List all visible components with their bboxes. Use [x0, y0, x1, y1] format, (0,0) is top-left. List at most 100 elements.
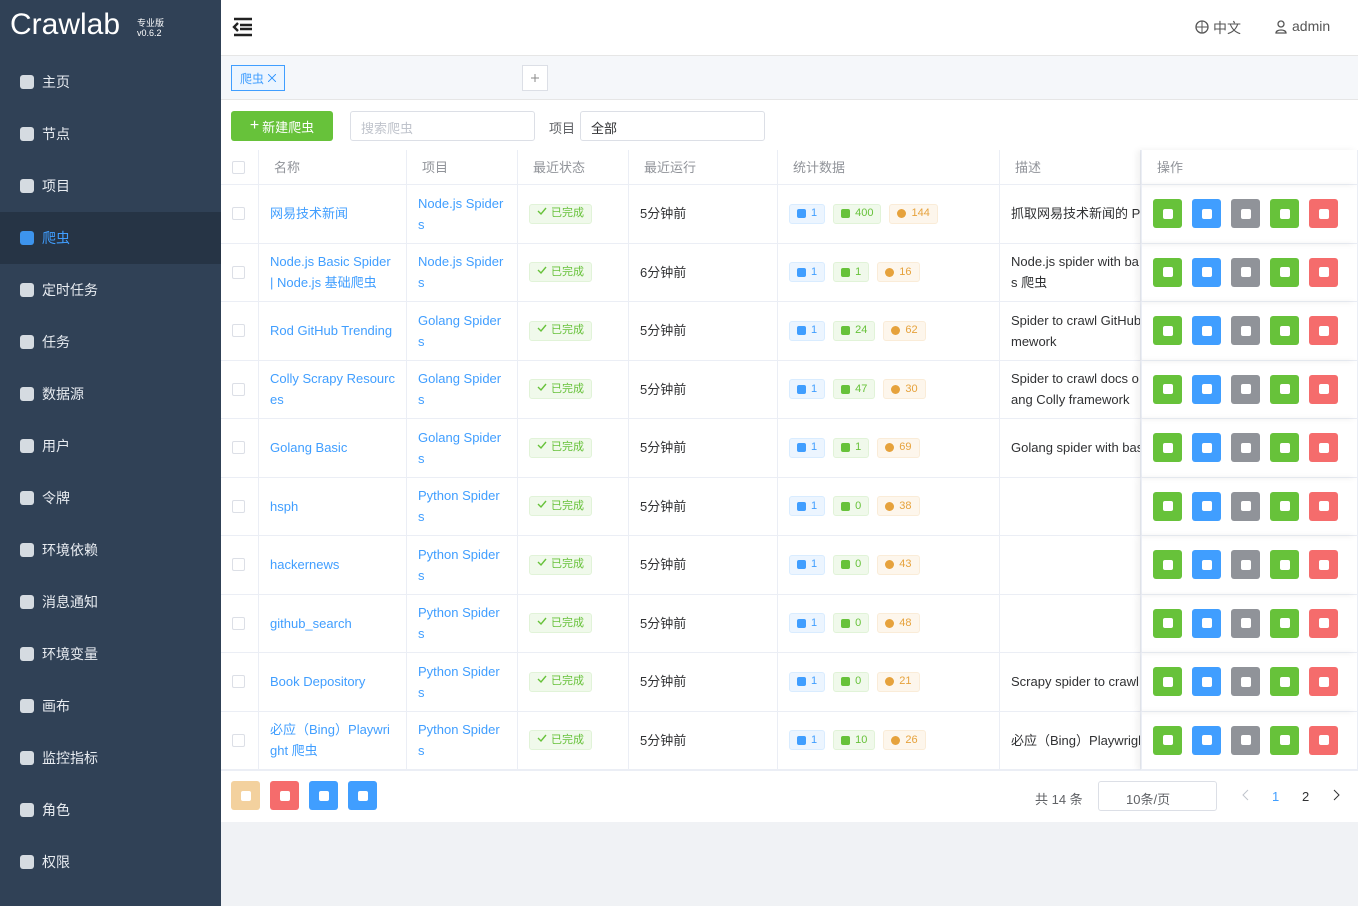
- checkbox[interactable]: [232, 733, 245, 747]
- menu-item[interactable]: 环境变量: [0, 628, 221, 680]
- action-button[interactable]: [1192, 199, 1221, 228]
- menu-item[interactable]: 定时任务: [0, 264, 221, 316]
- action-button[interactable]: [1192, 667, 1221, 696]
- action-button[interactable]: [1309, 199, 1338, 228]
- action-button[interactable]: [1309, 667, 1338, 696]
- spider-name[interactable]: 网易技术新闻: [270, 206, 349, 222]
- action-button[interactable]: [1270, 316, 1299, 345]
- action-button[interactable]: [1309, 550, 1338, 579]
- spider-name[interactable]: Rod GitHub Trending: [270, 323, 393, 339]
- menu-item[interactable]: 主页: [0, 56, 221, 108]
- search-input[interactable]: 搜索爬虫: [350, 111, 535, 141]
- checkbox[interactable]: [232, 441, 245, 455]
- project-select[interactable]: 全部: [580, 111, 765, 141]
- action-button[interactable]: [1192, 316, 1221, 345]
- menu-item[interactable]: 用户: [0, 420, 221, 472]
- action-button[interactable]: [1309, 257, 1338, 287]
- action-button[interactable]: [1231, 491, 1260, 521]
- bulk-button[interactable]: [231, 781, 260, 810]
- page-number[interactable]: 1: [1272, 789, 1280, 804]
- project-name[interactable]: Golang Spiders: [418, 429, 502, 466]
- action-button[interactable]: [1231, 725, 1260, 755]
- action-button[interactable]: [1270, 491, 1299, 521]
- action-button[interactable]: [1270, 725, 1299, 755]
- action-button[interactable]: [1192, 433, 1221, 462]
- menu-item[interactable]: 监控指标: [0, 732, 221, 784]
- checkbox[interactable]: [232, 382, 245, 396]
- spider-name[interactable]: github_search: [270, 615, 352, 631]
- action-button[interactable]: [1270, 199, 1299, 228]
- checkbox[interactable]: [232, 324, 245, 338]
- action-button[interactable]: [1153, 316, 1182, 345]
- action-button[interactable]: [1153, 433, 1182, 462]
- action-button[interactable]: [1153, 374, 1182, 404]
- action-button[interactable]: [1231, 550, 1260, 579]
- menu-item[interactable]: 节点: [0, 108, 221, 160]
- action-button[interactable]: [1231, 374, 1260, 404]
- menu-item[interactable]: 数据源: [0, 368, 221, 420]
- checkbox[interactable]: [232, 675, 245, 689]
- checkbox[interactable]: [232, 558, 245, 572]
- add-tab[interactable]: [522, 65, 548, 91]
- new-spider-button[interactable]: + 新建爬虫: [231, 111, 333, 141]
- tab-close[interactable]: [268, 74, 277, 82]
- menu-item[interactable]: 爬虫: [0, 212, 221, 264]
- menu-item[interactable]: 令牌: [0, 472, 221, 524]
- action-button[interactable]: [1309, 433, 1338, 462]
- action-button[interactable]: [1153, 257, 1182, 287]
- checkbox[interactable]: [232, 616, 245, 630]
- action-button[interactable]: [1309, 316, 1338, 345]
- action-button[interactable]: [1270, 433, 1299, 462]
- action-button[interactable]: [1153, 725, 1182, 755]
- spider-name[interactable]: Colly Scrapy Resources: [270, 371, 395, 408]
- action-button[interactable]: [1270, 257, 1299, 287]
- spider-name[interactable]: Golang Basic: [270, 440, 348, 456]
- action-button[interactable]: [1309, 491, 1338, 521]
- next-page[interactable]: [1331, 785, 1341, 808]
- menu-item[interactable]: 权限: [0, 836, 221, 888]
- spider-name[interactable]: Book Depository: [270, 674, 366, 690]
- spider-name[interactable]: hsph: [270, 498, 299, 514]
- project-name[interactable]: Node.js Spiders: [418, 254, 504, 291]
- menu-item[interactable]: 环境依赖: [0, 524, 221, 576]
- bulk-button[interactable]: [309, 781, 338, 810]
- menu-item[interactable]: 角色: [0, 784, 221, 836]
- prev-page[interactable]: [1241, 785, 1251, 808]
- spider-name[interactable]: Node.js Basic Spider | Node.js 基础爬虫: [270, 254, 391, 291]
- action-button[interactable]: [1231, 257, 1260, 287]
- menu-item[interactable]: 任务: [0, 316, 221, 368]
- action-button[interactable]: [1309, 374, 1338, 404]
- action-button[interactable]: [1153, 550, 1182, 579]
- spider-name[interactable]: 必应（Bing）Playwright 爬虫: [270, 722, 390, 759]
- project-name[interactable]: Python Spiders: [418, 546, 500, 583]
- bulk-button[interactable]: [348, 781, 377, 810]
- action-button[interactable]: [1309, 725, 1338, 755]
- spider-name[interactable]: hackernews: [270, 557, 340, 573]
- project-name[interactable]: Golang Spiders: [418, 312, 502, 349]
- action-button[interactable]: [1153, 491, 1182, 521]
- action-button[interactable]: [1231, 433, 1260, 462]
- action-button[interactable]: [1192, 374, 1221, 404]
- action-button[interactable]: [1231, 667, 1260, 696]
- project-name[interactable]: Python Spiders: [418, 722, 500, 759]
- project-name[interactable]: Python Spiders: [418, 605, 500, 642]
- checkbox[interactable]: [232, 160, 245, 174]
- checkbox[interactable]: [232, 207, 245, 221]
- project-name[interactable]: Python Spiders: [418, 663, 500, 700]
- tab[interactable]: 爬虫: [231, 65, 286, 91]
- bulk-button[interactable]: [270, 781, 299, 810]
- menu-item[interactable]: 画布: [0, 680, 221, 732]
- menu-item[interactable]: 项目: [0, 160, 221, 212]
- action-button[interactable]: [1192, 608, 1221, 638]
- action-button[interactable]: [1270, 550, 1299, 579]
- project-name[interactable]: Node.js Spiders: [418, 195, 504, 232]
- action-button[interactable]: [1192, 491, 1221, 521]
- project-name[interactable]: Python Spiders: [418, 488, 500, 525]
- action-button[interactable]: [1153, 667, 1182, 696]
- page-number[interactable]: 2: [1302, 789, 1310, 804]
- checkbox[interactable]: [232, 265, 245, 279]
- project-name[interactable]: Golang Spiders: [418, 371, 502, 408]
- action-button[interactable]: [1270, 667, 1299, 696]
- action-button[interactable]: [1309, 608, 1338, 638]
- action-button[interactable]: [1270, 608, 1299, 638]
